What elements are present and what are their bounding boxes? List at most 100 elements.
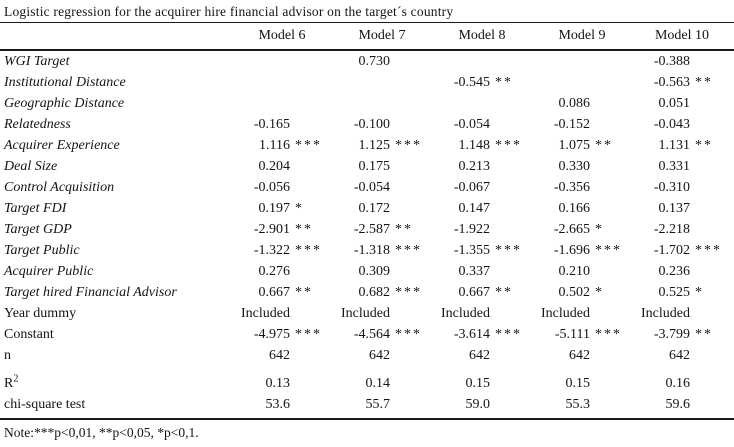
- cell-significance-stars: **: [495, 284, 513, 300]
- row-label-text: Acquirer Public: [4, 263, 94, 279]
- cell-value: -2.218: [653, 221, 690, 237]
- table-cell: 642: [532, 348, 632, 364]
- table-row: Acquirer Experience 1.116 *** 1.125 *** 1.148…: [0, 135, 734, 156]
- cell-significance-stars: **: [495, 74, 513, 90]
- row-label-text: Geographic Distance: [4, 95, 125, 111]
- cell-value: 0.137: [658, 200, 691, 216]
- cell-value: 0.213: [458, 158, 491, 174]
- cell-value: 0.330: [558, 158, 591, 174]
- cell-value: Included: [241, 305, 290, 321]
- table-cell: 0.730: [332, 54, 432, 70]
- table-row: Acquirer Public 0.276 0.309 0.337 0.210 0.236: [0, 261, 734, 282]
- row-label: Acquirer Public: [0, 264, 232, 280]
- cell-value: 0.309: [358, 263, 391, 279]
- table-cell: -1.702 ***: [632, 243, 732, 259]
- table-row: WGI Target 0.730 -0.388: [0, 51, 734, 72]
- row-label: Institutional Distance: [0, 75, 232, 91]
- cell-value: 0.337: [458, 263, 491, 279]
- table-cell: 59.6: [632, 397, 732, 413]
- cell-value: 642: [669, 347, 690, 363]
- cell-significance-stars: *: [595, 284, 604, 300]
- cell-value: -0.356: [553, 179, 590, 195]
- table-row: Relatedness -0.165 -0.100 -0.054 -0.152 -0.04…: [0, 114, 734, 135]
- cell-significance-stars: ***: [395, 242, 422, 258]
- cell-value: -0.388: [653, 53, 690, 69]
- table-cell: -0.100: [332, 117, 432, 133]
- cell-value: 642: [369, 347, 390, 363]
- table-cell: 0.276: [232, 264, 332, 280]
- table-cell: -0.056: [232, 180, 332, 196]
- table-cell: -1.922: [432, 222, 532, 238]
- row-label-text: Target FDI: [4, 200, 67, 216]
- cell-value: 55.7: [365, 396, 391, 412]
- cell-value: -3.614: [453, 326, 490, 342]
- table-row: Target FDI 0.197 * 0.172 0.147 0.166 0.137: [0, 198, 734, 219]
- cell-value: 1.125: [358, 137, 391, 153]
- table-cell: 0.15: [432, 376, 532, 392]
- cell-value: Included: [541, 305, 590, 321]
- table-cell: 0.197 *: [232, 201, 332, 217]
- table-cell: 642: [632, 348, 732, 364]
- cell-significance-stars: **: [695, 74, 713, 90]
- row-label: WGI Target: [0, 54, 232, 70]
- cell-value: 0.236: [658, 263, 691, 279]
- row-label: Target Public: [0, 243, 232, 259]
- table-cell: 642: [232, 348, 332, 364]
- table-cell: Included: [332, 306, 432, 322]
- table-cell: 0.525 *: [632, 285, 732, 301]
- cell-value: 0.15: [465, 375, 491, 391]
- row-label-text: Year dummy: [4, 305, 77, 321]
- table-title: Logistic regression for the acquirer hir…: [0, 0, 734, 23]
- table-cell: 0.175: [332, 159, 432, 175]
- column-header-model-7: Model 7: [358, 28, 406, 43]
- row-label: Year dummy: [0, 306, 232, 322]
- cell-value: 1.075: [558, 137, 591, 153]
- row-label-superscript: 2: [13, 372, 19, 384]
- cell-significance-stars: ***: [495, 242, 522, 258]
- table-cell: -0.043: [632, 117, 732, 133]
- table-cell: 0.210: [532, 264, 632, 280]
- table-cell: 0.13: [232, 376, 332, 392]
- table-cell: -2.218: [632, 222, 732, 238]
- table-cell: 1.125 ***: [332, 138, 432, 154]
- table-row: n 642 642 642 642 642: [0, 345, 734, 366]
- cell-value: -1.355: [453, 242, 490, 258]
- row-label-text: chi-square test: [4, 396, 86, 412]
- cell-significance-stars: ***: [495, 326, 522, 342]
- cell-value: -4.564: [353, 326, 390, 342]
- table-cell: 0.147: [432, 201, 532, 217]
- table-cell: -3.614 ***: [432, 327, 532, 343]
- cell-significance-stars: *: [695, 284, 704, 300]
- cell-significance-stars: **: [595, 137, 613, 153]
- row-label: chi-square test: [0, 397, 232, 413]
- cell-value: -1.696: [553, 242, 590, 258]
- row-label-text: R: [4, 375, 14, 391]
- row-label: Geographic Distance: [0, 96, 232, 112]
- table-cell: 642: [432, 348, 532, 364]
- cell-significance-stars: **: [395, 221, 413, 237]
- cell-value: -2.665: [553, 221, 590, 237]
- table-cell: 0.15: [532, 376, 632, 392]
- cell-value: 0.172: [358, 200, 391, 216]
- cell-value: 0.13: [265, 375, 291, 391]
- cell-value: 1.148: [458, 137, 491, 153]
- row-label-text: Target Public: [4, 242, 80, 258]
- table-cell: 55.3: [532, 397, 632, 413]
- table-row: Institutional Distance -0.545 ** -0.563 **: [0, 72, 734, 93]
- cell-value: 0.276: [258, 263, 291, 279]
- cell-value: 0.682: [358, 284, 391, 300]
- cell-value: -0.054: [353, 179, 390, 195]
- table-cell: -5.111 ***: [532, 327, 632, 343]
- table-cell: 0.682 ***: [332, 285, 432, 301]
- cell-value: 1.116: [259, 137, 290, 153]
- row-label-text: Target hired Financial Advisor: [4, 284, 177, 300]
- table-cell: 0.213: [432, 159, 532, 175]
- cell-significance-stars: ***: [295, 137, 322, 153]
- cell-value: 0.502: [558, 284, 591, 300]
- table-cell: 55.7: [332, 397, 432, 413]
- row-label-text: WGI Target: [4, 53, 70, 69]
- row-label-text: Relatedness: [4, 116, 71, 132]
- cell-value: -0.067: [453, 179, 490, 195]
- table-cell: 0.667 **: [432, 285, 532, 301]
- table-row: Constant -4.975 *** -4.564 *** -3.614 *** -5.11…: [0, 324, 734, 345]
